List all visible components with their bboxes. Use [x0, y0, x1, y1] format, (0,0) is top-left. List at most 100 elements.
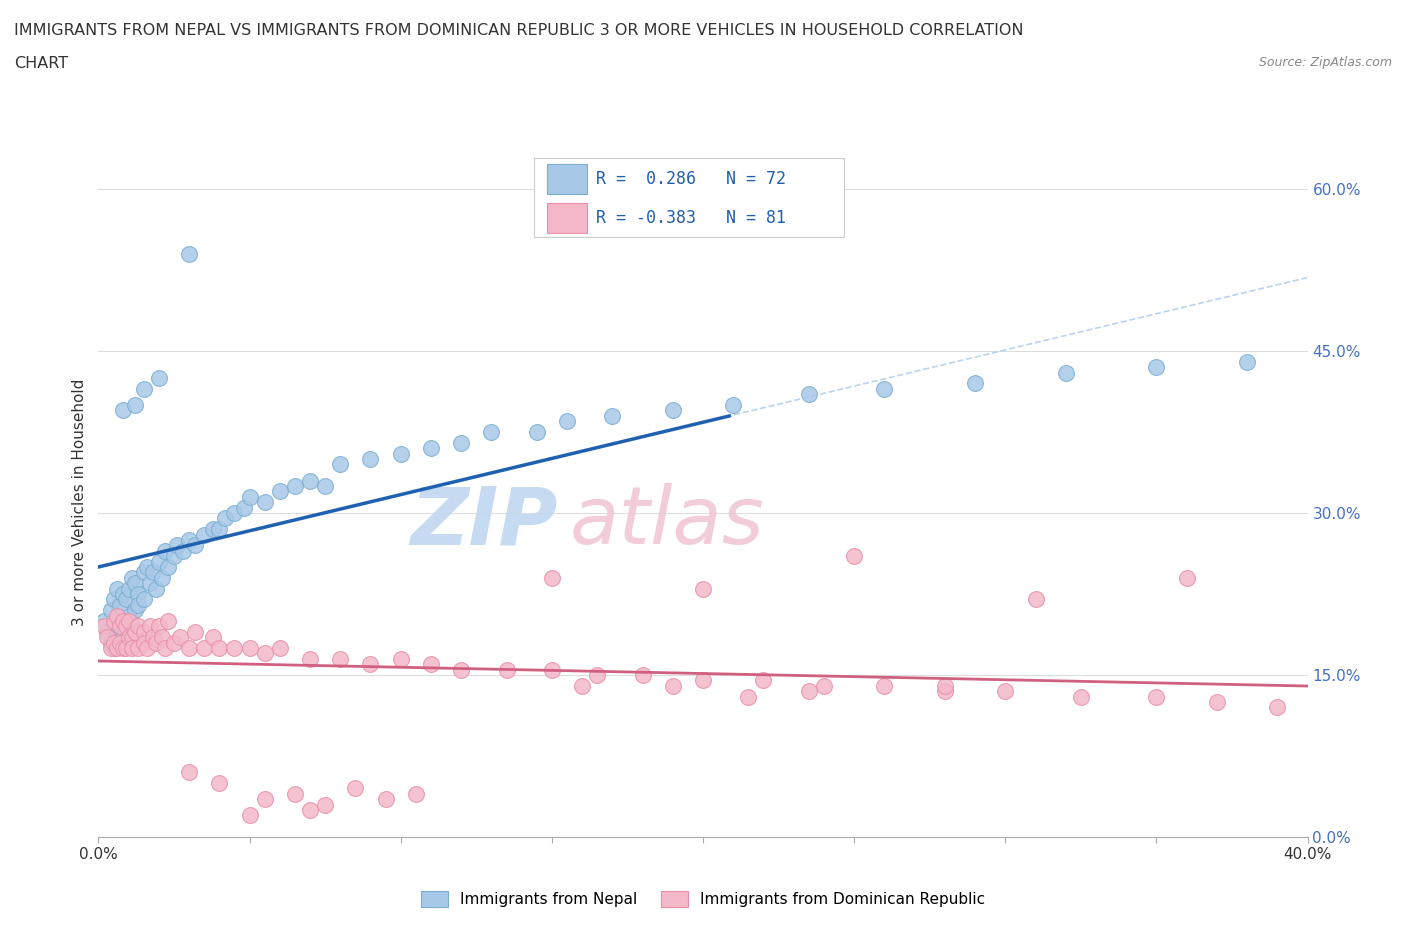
Point: [103, 614, 125, 629]
Point: [142, 630, 165, 644]
Point: [111, 641, 134, 656]
Point: [132, 635, 155, 650]
Point: [135, 560, 157, 575]
Point: [994, 684, 1017, 698]
Point: [148, 370, 170, 385]
Point: [121, 570, 143, 585]
Point: [105, 630, 128, 644]
Point: [150, 570, 173, 585]
Point: [737, 689, 759, 704]
Point: [692, 581, 714, 596]
Point: [121, 641, 143, 656]
Point: [299, 651, 322, 666]
Point: [360, 452, 382, 467]
Point: [148, 554, 170, 569]
Point: [153, 641, 176, 656]
Point: [111, 630, 134, 644]
Point: [662, 678, 685, 693]
Point: [723, 397, 745, 412]
Point: [450, 662, 472, 677]
Point: [148, 619, 170, 634]
Point: [329, 651, 352, 666]
Point: [127, 619, 149, 634]
Point: [450, 435, 472, 450]
Point: [114, 592, 136, 607]
Point: [555, 414, 578, 429]
Point: [172, 543, 194, 558]
Point: [156, 614, 179, 629]
Point: [420, 441, 443, 456]
Bar: [547, 164, 586, 193]
Point: [184, 624, 207, 639]
Point: [526, 425, 548, 440]
Point: [108, 597, 131, 612]
Point: [1144, 360, 1167, 375]
Point: [114, 641, 136, 656]
Point: [105, 581, 128, 596]
Point: [135, 641, 157, 656]
Point: [797, 387, 820, 402]
Point: [232, 500, 254, 515]
Point: [224, 641, 246, 656]
Point: [127, 641, 149, 656]
Point: [132, 592, 155, 607]
Point: [156, 560, 179, 575]
Point: [752, 673, 775, 688]
Bar: [547, 203, 586, 233]
Point: [114, 614, 136, 629]
Point: [692, 673, 714, 688]
Point: [540, 662, 562, 677]
Point: [253, 495, 276, 510]
Point: [1144, 689, 1167, 704]
Point: [124, 603, 146, 618]
Point: [108, 619, 131, 634]
Point: [103, 641, 125, 656]
Text: Source: ZipAtlas.com: Source: ZipAtlas.com: [1258, 56, 1392, 69]
Point: [1236, 354, 1258, 369]
Point: [1206, 695, 1229, 710]
Text: R =  0.286   N = 72: R = 0.286 N = 72: [596, 169, 786, 188]
Point: [934, 684, 956, 698]
Point: [797, 684, 820, 698]
Point: [179, 641, 201, 656]
Point: [1175, 570, 1198, 585]
Point: [934, 678, 956, 693]
Point: [103, 635, 125, 650]
Point: [93, 619, 115, 634]
Point: [96, 624, 118, 639]
Point: [179, 246, 201, 261]
Point: [111, 587, 134, 602]
Point: [540, 570, 562, 585]
Point: [114, 619, 136, 634]
Point: [420, 657, 443, 671]
Point: [166, 538, 188, 552]
Point: [284, 479, 307, 494]
Point: [239, 489, 262, 504]
Point: [100, 635, 122, 650]
Point: [208, 522, 231, 537]
Point: [124, 576, 146, 591]
Point: [124, 397, 146, 412]
Point: [193, 641, 215, 656]
Point: [1024, 592, 1046, 607]
Point: [139, 576, 162, 591]
Point: [108, 635, 131, 650]
Point: [142, 565, 165, 579]
Point: [105, 608, 128, 623]
Point: [111, 614, 134, 629]
Point: [314, 479, 336, 494]
Point: [150, 630, 173, 644]
Point: [631, 668, 654, 683]
Point: [118, 614, 141, 629]
Point: [108, 619, 131, 634]
Point: [873, 678, 896, 693]
Point: [132, 565, 155, 579]
Point: [329, 457, 352, 472]
Point: [269, 641, 291, 656]
Point: [193, 527, 215, 542]
Point: [127, 597, 149, 612]
Point: [813, 678, 835, 693]
Point: [208, 641, 231, 656]
Point: [299, 473, 322, 488]
Point: [132, 381, 155, 396]
